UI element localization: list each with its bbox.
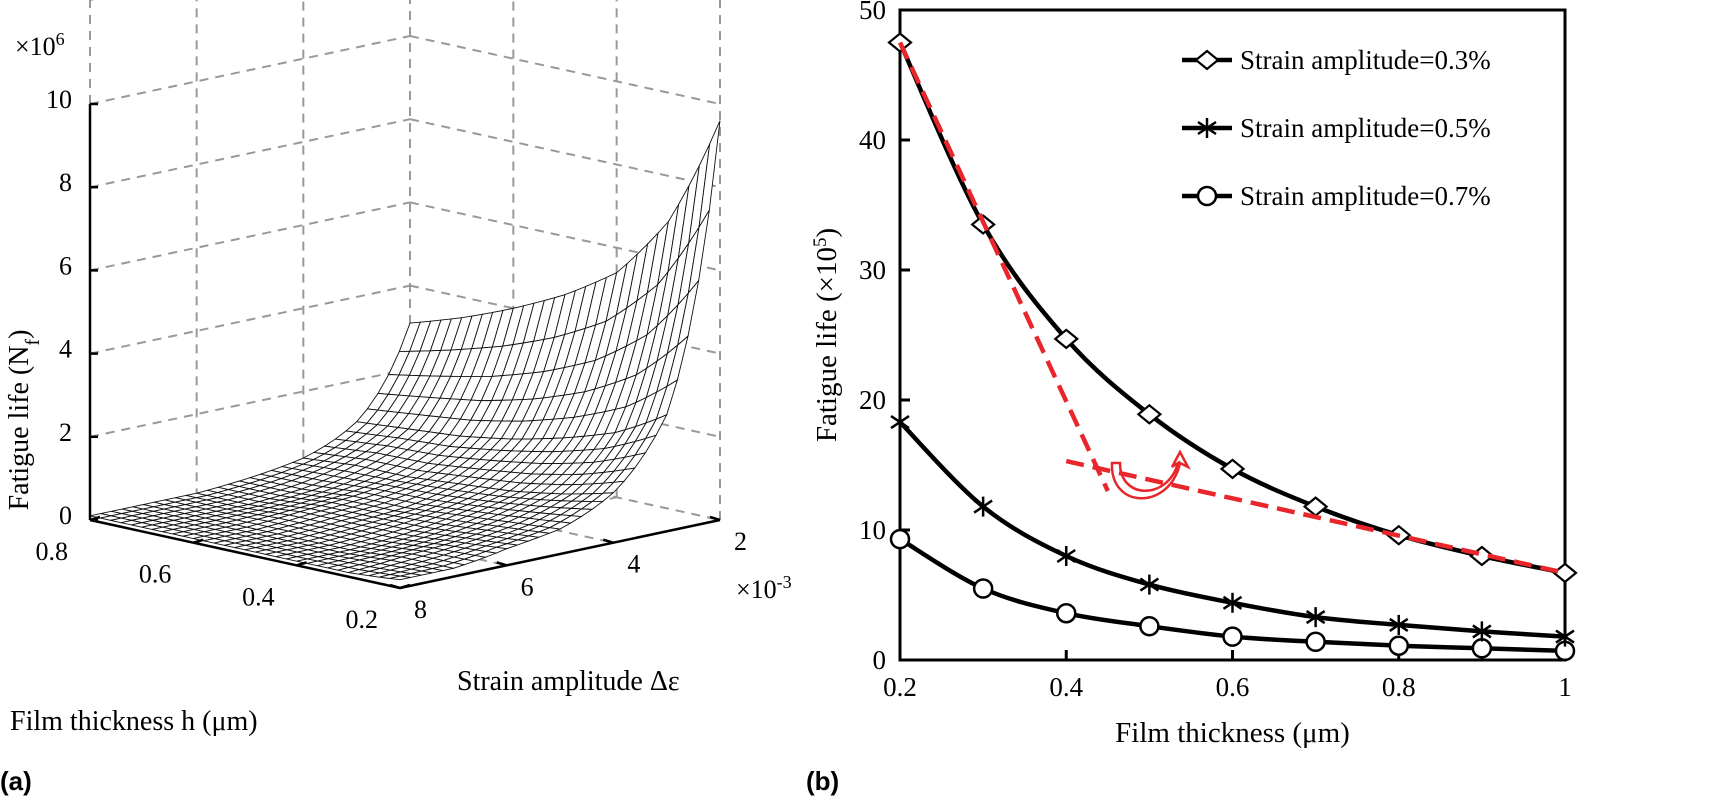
legend-asterisk-marker <box>1197 118 1217 138</box>
legend-label: Strain amplitude=0.3% <box>1240 45 1491 75</box>
grid-line <box>89 201 411 272</box>
y-tick <box>602 538 614 544</box>
plot-frame <box>898 8 1567 662</box>
z-tick-label: 8 <box>59 168 72 197</box>
diamond-marker <box>887 32 913 53</box>
legend-label: Strain amplitude=0.5% <box>1240 113 1491 143</box>
grid-line <box>409 35 721 105</box>
legend-diamond-marker <box>1194 49 1220 71</box>
y-tick <box>389 583 401 590</box>
circle-marker <box>1222 626 1243 647</box>
series-line <box>898 420 1566 639</box>
asterisk-marker <box>1472 621 1492 642</box>
legend-label: Strain amplitude=0.7% <box>1240 181 1491 211</box>
y-tick-label: 50 <box>859 0 886 25</box>
z-multiplier: ×106 <box>15 29 65 61</box>
x-tick-label: 0.8 <box>36 537 69 566</box>
diamond-marker <box>1219 458 1246 480</box>
y-tick-label: 20 <box>859 385 886 415</box>
diamond-marker <box>1552 562 1578 584</box>
x-tick-label: 1 <box>1558 672 1572 702</box>
diamond-marker <box>1469 545 1495 567</box>
x-tick <box>192 538 204 544</box>
red-dashed-line <box>897 41 1110 492</box>
y-tick <box>709 515 721 522</box>
y-tick-label: 0 <box>873 645 887 675</box>
asterisk-marker <box>890 412 910 433</box>
z-axis-label: Fatigue life (Nf) <box>4 330 44 511</box>
asterisk-marker <box>973 496 993 517</box>
x-axis <box>89 518 401 590</box>
y-tick-label: 30 <box>859 255 886 285</box>
grid-line <box>89 35 411 105</box>
x-tick <box>296 561 308 567</box>
series-line <box>897 41 1566 576</box>
diamond-marker <box>1053 328 1079 350</box>
x-axis-label: Film thickness (μm) <box>1115 717 1350 749</box>
diamond-marker <box>1136 403 1163 425</box>
x-tick-label: 0.8 <box>1382 672 1416 702</box>
grid-line <box>89 367 411 438</box>
circle-marker <box>1388 635 1409 656</box>
asterisk-marker <box>1222 592 1243 613</box>
y-tick-label: 40 <box>859 125 886 155</box>
y-tick-label: 2 <box>734 527 747 556</box>
asterisk-marker <box>1555 626 1575 647</box>
x-tick <box>399 583 411 590</box>
z-tick-label: 2 <box>59 418 72 447</box>
grid-line <box>409 118 721 189</box>
legend-circle-marker <box>1196 185 1218 207</box>
grid-line <box>89 118 411 189</box>
x-tick <box>89 515 101 522</box>
circle-marker <box>972 578 994 599</box>
asterisk-marker <box>1389 614 1409 635</box>
surface-cell <box>389 575 411 581</box>
circle-marker <box>1139 615 1160 637</box>
asterisk-marker <box>1139 574 1160 595</box>
x-axis-label: Film thickness h (μm) <box>10 706 258 737</box>
y-axis-label: Strain amplitude Δε <box>457 666 680 697</box>
diamond-marker <box>1386 524 1412 546</box>
diamond-marker <box>970 214 996 235</box>
y-tick <box>496 561 508 567</box>
y-tick-label: 4 <box>627 550 640 579</box>
circle-marker <box>1056 602 1077 624</box>
curved-arrow-icon <box>1110 449 1191 500</box>
x-tick-label: 0.2 <box>346 605 379 634</box>
x-tick-label: 0.4 <box>1049 672 1083 702</box>
circle-marker <box>1554 640 1576 662</box>
y-tick-label: 8 <box>414 595 427 624</box>
panel-label: (a) <box>0 766 32 796</box>
y-axis <box>399 518 721 590</box>
asterisk-marker <box>1056 546 1076 566</box>
z-tick-label: 4 <box>59 335 72 364</box>
series-line <box>898 537 1566 654</box>
asterisk-marker <box>1305 607 1326 628</box>
surface-plot: 0 2 4 6 8 10 0.8 0.6 0.4 0.2 8 6 4 2 ×106 ×10-3 Fatigue … <box>0 0 792 796</box>
y-tick-label: 6 <box>521 572 534 601</box>
z-tick-label: 10 <box>46 85 72 114</box>
y-tick-label: 10 <box>859 515 886 545</box>
diamond-marker <box>1302 496 1329 518</box>
x-tick-label: 0.6 <box>139 560 172 589</box>
circle-marker <box>1471 638 1493 659</box>
circle-marker <box>1305 631 1326 653</box>
y-multiplier: ×10-3 <box>736 572 792 604</box>
z-tick-label: 6 <box>59 251 72 280</box>
x-tick-label: 0.2 <box>883 672 917 702</box>
grid-line <box>89 284 411 355</box>
x-tick-label: 0.6 <box>1216 672 1250 702</box>
circle-marker <box>889 528 911 550</box>
red-dashed-line <box>1065 458 1566 576</box>
x-tick-label: 0.4 <box>242 582 275 611</box>
z-tick-label: 0 <box>59 501 72 530</box>
